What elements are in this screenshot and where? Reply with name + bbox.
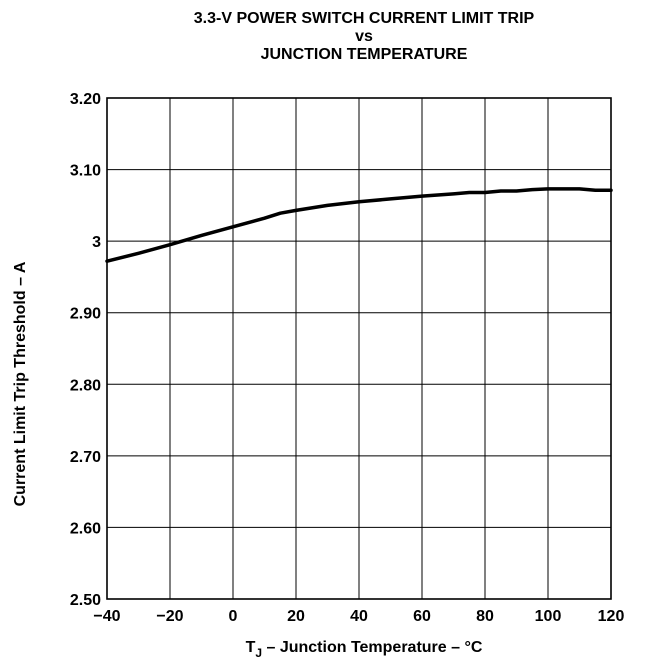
y-axis-label: Current Limit Trip Threshold – A xyxy=(12,261,29,506)
x-axis-label-suffix: – Junction Temperature – °C xyxy=(262,639,483,656)
y-tick-label: 3.20 xyxy=(70,91,101,108)
x-tick-label: 60 xyxy=(413,608,431,625)
y-tick-label: 2.60 xyxy=(70,520,101,537)
x-tick-label: 80 xyxy=(476,608,494,625)
x-axis-label-prefix: T xyxy=(246,639,256,656)
x-tick-labels: −40 −20 0 20 40 60 80 100 120 xyxy=(93,608,624,625)
x-axis-label-subscript: J xyxy=(255,646,262,660)
y-tick-labels: 2.50 2.60 2.70 2.80 2.90 3 3.10 3.20 xyxy=(70,91,101,609)
x-tick-label: 100 xyxy=(535,608,562,625)
x-tick-label: −40 xyxy=(93,608,120,625)
y-tick-label: 2.70 xyxy=(70,449,101,466)
x-tick-label: 40 xyxy=(350,608,368,625)
y-tick-label: 2.80 xyxy=(70,377,101,394)
x-tick-label: 0 xyxy=(229,608,238,625)
plot-frame xyxy=(106,97,612,600)
x-tick-label: 120 xyxy=(598,608,625,625)
x-tick-label: −20 xyxy=(156,608,183,625)
series-layer xyxy=(105,187,613,263)
grid xyxy=(106,97,612,600)
chart-title-line-1: 3.3-V POWER SWITCH CURRENT LIMIT TRIP xyxy=(194,10,535,27)
y-tick-label: 2.50 xyxy=(70,592,101,609)
y-tick-label: 3.10 xyxy=(70,163,101,180)
x-tick-label: 20 xyxy=(287,608,305,625)
series-line xyxy=(105,187,613,263)
chart-title-line-3: JUNCTION TEMPERATURE xyxy=(261,46,468,63)
x-axis-label: TJ – Junction Temperature – °C xyxy=(246,639,483,660)
y-tick-label: 3 xyxy=(92,234,101,251)
y-tick-label: 2.90 xyxy=(70,306,101,323)
chart-title-line-2: vs xyxy=(355,28,373,45)
